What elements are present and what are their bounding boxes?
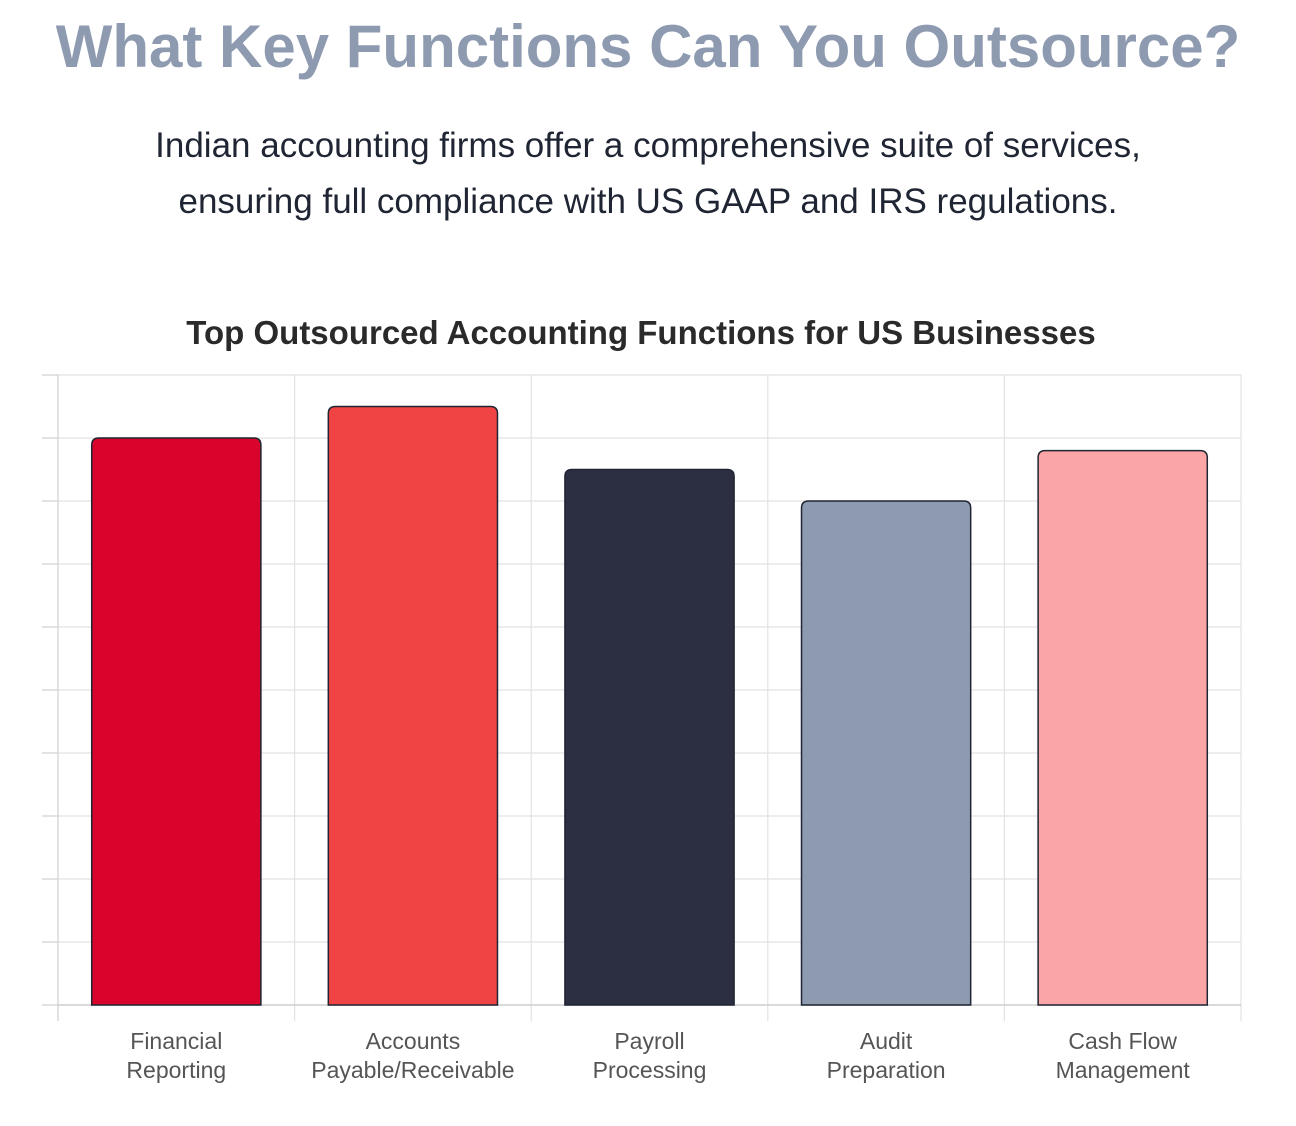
- bar: [1037, 449, 1209, 1006]
- chart-x-axis-labels: Financial Reporting Accounts Payable/Receiv…: [126, 1028, 1190, 1083]
- x-tick-label-line: Payroll: [614, 1028, 684, 1054]
- x-tick-label: Financial Reporting: [126, 1028, 226, 1083]
- x-tick-label: Accounts Payable/Receivable: [311, 1028, 514, 1083]
- x-tick-label: Audit Preparation: [827, 1028, 946, 1083]
- x-tick-label-line: Accounts: [366, 1028, 461, 1054]
- subtitle-line-1: Indian accounting firms offer a comprehe…: [155, 126, 1141, 165]
- x-tick-label-line: Preparation: [827, 1057, 946, 1083]
- x-tick-label-line: Cash Flow: [1068, 1028, 1177, 1054]
- x-tick-label-line: Management: [1056, 1057, 1191, 1083]
- x-tick-label-line: Reporting: [126, 1057, 226, 1083]
- subtitle-line-2: ensuring full compliance with US GAAP an…: [178, 182, 1118, 221]
- bar: [800, 500, 972, 1006]
- x-tick-label-line: Processing: [593, 1057, 707, 1083]
- x-tick-label-line: Audit: [860, 1028, 913, 1054]
- bar: [327, 405, 499, 1006]
- x-tick-label-line: Payable/Receivable: [311, 1057, 514, 1083]
- bar: [564, 468, 735, 1006]
- page-title: What Key Functions Can You Outsource?: [55, 13, 1241, 80]
- x-tick-label-line: Financial: [130, 1028, 222, 1054]
- bar: [90, 437, 262, 1006]
- chart-title: Top Outsourced Accounting Functions for …: [186, 314, 1095, 351]
- x-tick-label: Payroll Processing: [593, 1028, 707, 1083]
- x-tick-label: Cash Flow Management: [1056, 1028, 1191, 1083]
- bar-chart: Top Outsourced Accounting Functions for …: [42, 314, 1242, 1083]
- page-subtitle: Indian accounting firms offer a comprehe…: [0, 118, 1296, 230]
- chart-bars: [90, 405, 1209, 1006]
